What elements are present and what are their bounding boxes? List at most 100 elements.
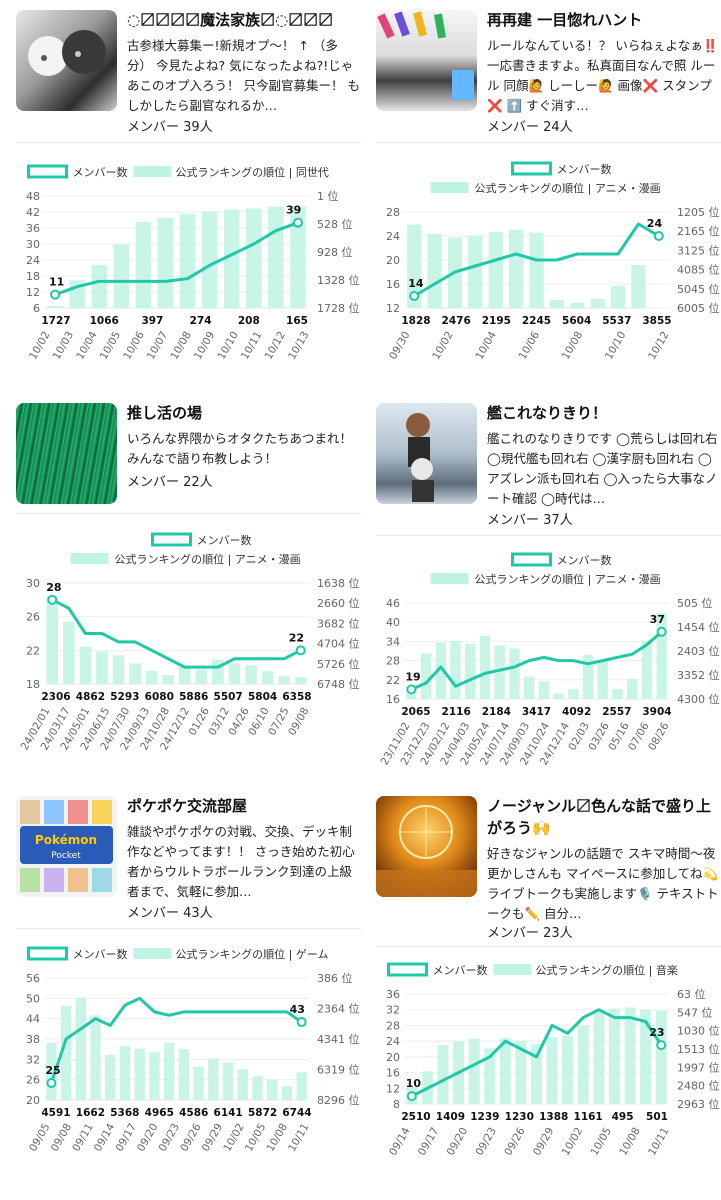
x-tick-label: 10/07 (145, 330, 171, 362)
manga-collage-icon (377, 11, 474, 100)
member-point (50, 289, 61, 300)
y-left-tick-label: 6 (33, 302, 40, 315)
y-left-tick-label: 28 (386, 655, 400, 668)
rank-bar (508, 229, 524, 308)
rank-bar (612, 688, 623, 699)
rank-value-label: 6358 (282, 691, 311, 703)
member-data-label: 11 (49, 276, 64, 289)
y-right-tick-label: 4341 位 (317, 1032, 360, 1046)
member-data-label: 39 (286, 204, 301, 217)
x-tick-label: 10/05 (98, 330, 124, 362)
rank-bar (47, 306, 63, 308)
pokemon-pocket-icon: Pokémon Pocket (20, 800, 113, 892)
y-left-tick-label: 34 (386, 635, 400, 648)
rank-bar (222, 1062, 234, 1100)
manga-collage-thumbnail[interactable] (376, 10, 477, 111)
y-right-tick-label: 1205 位 (677, 205, 720, 219)
ferris-wheel-icon (376, 805, 477, 897)
member-data-label: 25 (45, 1064, 60, 1077)
rank-bar (655, 1010, 667, 1104)
y-right-tick-label: 2364 位 (317, 1002, 360, 1016)
y-left-tick-label: 32 (26, 1053, 40, 1066)
x-tick-label: 10/02 (27, 330, 53, 362)
legend-rank-label: 公式ランキングの順位 | 同世代 (176, 165, 329, 179)
legend-rank-swatch (493, 964, 532, 975)
rank-bar (488, 231, 503, 308)
rank-value-label: 4092 (562, 706, 591, 718)
rank-bar (79, 646, 92, 684)
legend-rank-swatch (430, 573, 469, 584)
legend-member-label: メンバー数 (433, 964, 488, 977)
rank-value-label: 5886 (179, 691, 208, 703)
rank-value-label: 5604 (562, 315, 591, 327)
y-right-tick-label: 1513 位 (677, 1042, 720, 1056)
legend-member-swatch (151, 532, 192, 547)
member-point (295, 645, 306, 656)
member-count: メンバー 43人 (127, 906, 213, 921)
rank-value-label: 3855 (642, 315, 671, 327)
ferris-wheel-thumbnail[interactable] (376, 796, 477, 897)
rank-value-label: 2510 (401, 1111, 430, 1123)
member-rank-chart: メンバー数 公式ランキングの順位 | ゲーム 56 50 44 38 32 26 20 386 位… (26, 946, 360, 1154)
member-point (656, 1040, 667, 1051)
legend-member-label: メンバー数 (557, 554, 612, 567)
rank-bar (509, 648, 520, 699)
kancolle-thumbnail[interactable] (376, 403, 477, 504)
rank-bar (562, 1035, 574, 1104)
rank-bar (208, 1058, 219, 1100)
rank-bar (228, 663, 241, 684)
x-tick-label: 10/05 (589, 1126, 615, 1158)
y-right-tick-label: 6748 位 (317, 677, 360, 691)
rank-bar (656, 612, 667, 699)
y-right-tick-label: 6005 位 (677, 301, 720, 315)
rank-bar (640, 1009, 652, 1104)
legend-rank-swatch (70, 553, 109, 564)
rank-bar (468, 1038, 480, 1104)
rank-bar (179, 213, 196, 308)
rank-bar (178, 1049, 190, 1100)
divider (376, 142, 721, 143)
card-title[interactable]: ノージャンル〼色んな話で盛り上がろう🙌 (487, 797, 711, 837)
rank-bar (499, 1038, 511, 1104)
kancolle-icon (406, 413, 434, 502)
rank-bar (437, 1045, 449, 1104)
rank-bar (427, 233, 442, 308)
card-title[interactable]: 艦これなりきり！ (487, 404, 608, 422)
svg-text:Pokémon: Pokémon (35, 833, 97, 847)
rank-bar (597, 661, 608, 699)
rank-bar (582, 654, 594, 699)
legend-member-swatch (27, 946, 68, 961)
member-data-label: 43 (290, 1003, 305, 1016)
legend-rank-label: 公式ランキングの順位 | ゲーム (176, 947, 329, 961)
x-tick-label: 10/12 (646, 330, 672, 362)
rank-value-label: 1239 (470, 1111, 499, 1123)
legend-member-label: メンバー数 (73, 166, 128, 179)
x-tick-label: 08/26 (646, 720, 672, 752)
pokemon-pocket-thumbnail[interactable]: Pokémon Pocket (16, 796, 117, 897)
card-title[interactable]: ◌〼〼〼〼魔法家族〼◌〼〼〼 (127, 11, 334, 29)
card-title[interactable]: ポケポケ交流部屋 (127, 797, 248, 815)
card-title[interactable]: 再再建 一目惚れハント (487, 11, 643, 29)
rank-bar (267, 1080, 278, 1100)
y-left-tick-label: 44 (26, 1013, 40, 1026)
legend-rank-swatch (133, 166, 172, 177)
member-point (653, 231, 664, 241)
rank-bar (145, 670, 158, 684)
y-right-tick-label: 1454 位 (677, 620, 720, 634)
rank-bar (531, 1044, 542, 1104)
x-tick-label: 09/30 (387, 330, 413, 362)
x-tick-label: 10/09 (192, 330, 218, 362)
y-left-tick-label: 22 (26, 644, 40, 657)
member-count: メンバー 22人 (127, 475, 213, 490)
legend-member-swatch (511, 552, 552, 567)
green-grass-thumbnail[interactable] (16, 403, 117, 504)
rank-value-label: 1727 (41, 315, 70, 327)
rank-value-label: 4591 (41, 1107, 70, 1119)
y-right-tick-label: 3125 位 (677, 243, 720, 257)
y-left-tick-label: 24 (386, 230, 400, 243)
member-line (51, 598, 302, 669)
anime-couple-thumbnail[interactable] (16, 10, 117, 111)
member-data-label: 28 (46, 581, 61, 594)
y-left-tick-label: 18 (26, 678, 40, 691)
card-title[interactable]: 推し活の場 (127, 404, 203, 422)
